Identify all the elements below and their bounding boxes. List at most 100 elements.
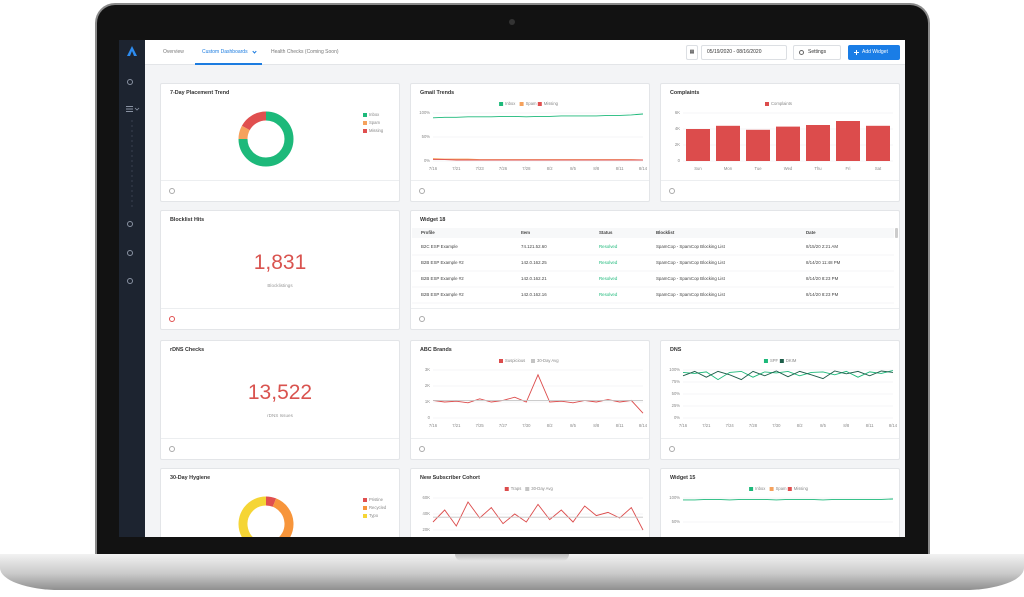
add-widget-button[interactable]: Add Widget [848, 45, 900, 60]
legend-label: Typo [369, 513, 379, 518]
line-chart: SPF DKIM 0% 25% 50% 75% 100% 7/16 7/21 7/24 7/28 7/… [669, 358, 898, 428]
y-tick-label: 25% [672, 403, 681, 408]
nav-icon [126, 108, 133, 110]
widget-footer [161, 308, 399, 309]
calendar-button[interactable]: ▦ [686, 45, 698, 60]
widget-footer [161, 180, 399, 181]
x-tick-label: Fri [846, 166, 851, 171]
tab[interactable]: Custom Dashboards [202, 49, 248, 55]
nav-icon[interactable] [127, 221, 133, 227]
bar [806, 125, 830, 161]
logo [127, 46, 137, 56]
legend-label: Inbox [505, 101, 516, 106]
x-tick-label: 8/8 [593, 166, 599, 171]
settings-icon [799, 50, 804, 55]
legend-swatch [504, 487, 509, 491]
legend-label: Suspicious [505, 358, 525, 363]
tab[interactable]: Overview [163, 49, 184, 55]
legend-swatch [363, 121, 367, 125]
tab[interactable]: Health Checks (Coming Soon) [271, 49, 339, 55]
scrollbar[interactable] [895, 228, 898, 238]
widget: ABC Brands Suspicious 30-Day Avg 0 1K 2K 3K 7/… [410, 340, 650, 460]
y-tick-label: 20K [423, 527, 431, 532]
bar-chart: Complaints 0 2K 4K 6K Sun Mon Tue Wed Thu Fri Sat [675, 101, 893, 171]
widget: 7-Day Placement Trend Inbox Spam Missing [160, 83, 400, 202]
legend-swatch [749, 487, 754, 491]
legend-label: Pristine [369, 497, 384, 502]
date-range[interactable]: 05/19/2020 - 08/16/2020 [701, 45, 787, 60]
legend-swatch [499, 102, 504, 106]
gear-icon[interactable] [169, 446, 175, 452]
nav-icon[interactable] [126, 106, 133, 107]
widget-title: Widget 18 [420, 217, 446, 223]
legend-label: Inbox [755, 486, 766, 491]
widget: 30-Day Hygiene Pristine Recycled Typo [160, 468, 400, 537]
status: Resolved [599, 244, 618, 249]
series-line [432, 373, 644, 414]
legend-label: Traps [511, 486, 522, 491]
x-tick-label: 7/21 [452, 166, 461, 171]
nav-icon[interactable] [127, 278, 133, 284]
widget-title: Complaints [670, 90, 700, 96]
cell: 8/14/20 8:23 PM [806, 292, 839, 297]
bar [866, 125, 890, 161]
widget: rDNS Checks 13,522 rDNS Issues [160, 340, 400, 460]
x-tick-label: 7/23 [476, 166, 485, 171]
widget-title: New Subscriber Cohort [420, 475, 480, 481]
cell: 142.0.162.21 [521, 276, 547, 281]
legend-swatch [363, 113, 367, 117]
table-header-bg [412, 228, 894, 238]
donut-segment [265, 496, 277, 507]
camera [509, 19, 515, 25]
x-tick-label: 8/8 [843, 423, 849, 428]
gear-icon[interactable] [419, 316, 425, 322]
cell: B2B ESP Example #2 [421, 260, 464, 265]
stat-label: Blocklistings [267, 283, 293, 288]
widget: Blocklist Hits 1,831 Blocklistings [160, 210, 400, 330]
screen: Overview Custom Dashboards Health Checks… [119, 40, 905, 537]
legend-swatch [763, 359, 768, 363]
x-tick-label: 7/21 [452, 423, 461, 428]
x-tick-label: 8/2 [547, 423, 553, 428]
legend-label: 30-Day Avg [537, 358, 559, 363]
legend-swatch [769, 487, 774, 491]
chevron [134, 107, 140, 111]
nav-icon[interactable] [127, 79, 133, 85]
gear-icon[interactable] [669, 446, 675, 452]
nav-icon[interactable] [127, 250, 133, 256]
donut-segment [238, 111, 294, 167]
top-bar: Overview Custom Dashboards Health Checks… [145, 40, 905, 65]
widget-footer [661, 180, 899, 181]
legend-label: Missing [369, 128, 384, 133]
widget: Gmail Trends Inbox Spam Missing 0% 50% 100% 7/… [410, 83, 650, 202]
sidebar [119, 40, 145, 537]
x-tick-label: 8/2 [797, 423, 803, 428]
bar [716, 125, 740, 161]
x-tick-label: 7/16 [679, 423, 688, 428]
settings-button[interactable]: Settings [793, 45, 841, 60]
y-tick-label: 3K [425, 367, 430, 372]
y-tick-label: 0% [424, 158, 430, 163]
x-tick-label: 8/14 [889, 423, 898, 428]
series-line [432, 113, 644, 119]
plus-icon [856, 50, 857, 55]
column-header: Status [599, 230, 613, 235]
stat-label: rDNS Issues [267, 413, 293, 418]
gear-icon[interactable] [169, 316, 175, 322]
cell: 8/15/20 2:21 AM [806, 244, 838, 249]
x-tick-label: 8/11 [616, 423, 625, 428]
y-tick-label: 0 [428, 415, 431, 420]
status: Resolved [599, 260, 618, 265]
x-tick-label: 7/24 [726, 423, 735, 428]
legend-swatch [525, 487, 530, 491]
gear-icon[interactable] [669, 188, 675, 194]
gear-icon[interactable] [169, 188, 175, 194]
gear-icon[interactable] [419, 446, 425, 452]
gear-icon[interactable] [419, 188, 425, 194]
donut-chart: Pristine Recycled Typo [238, 496, 387, 537]
